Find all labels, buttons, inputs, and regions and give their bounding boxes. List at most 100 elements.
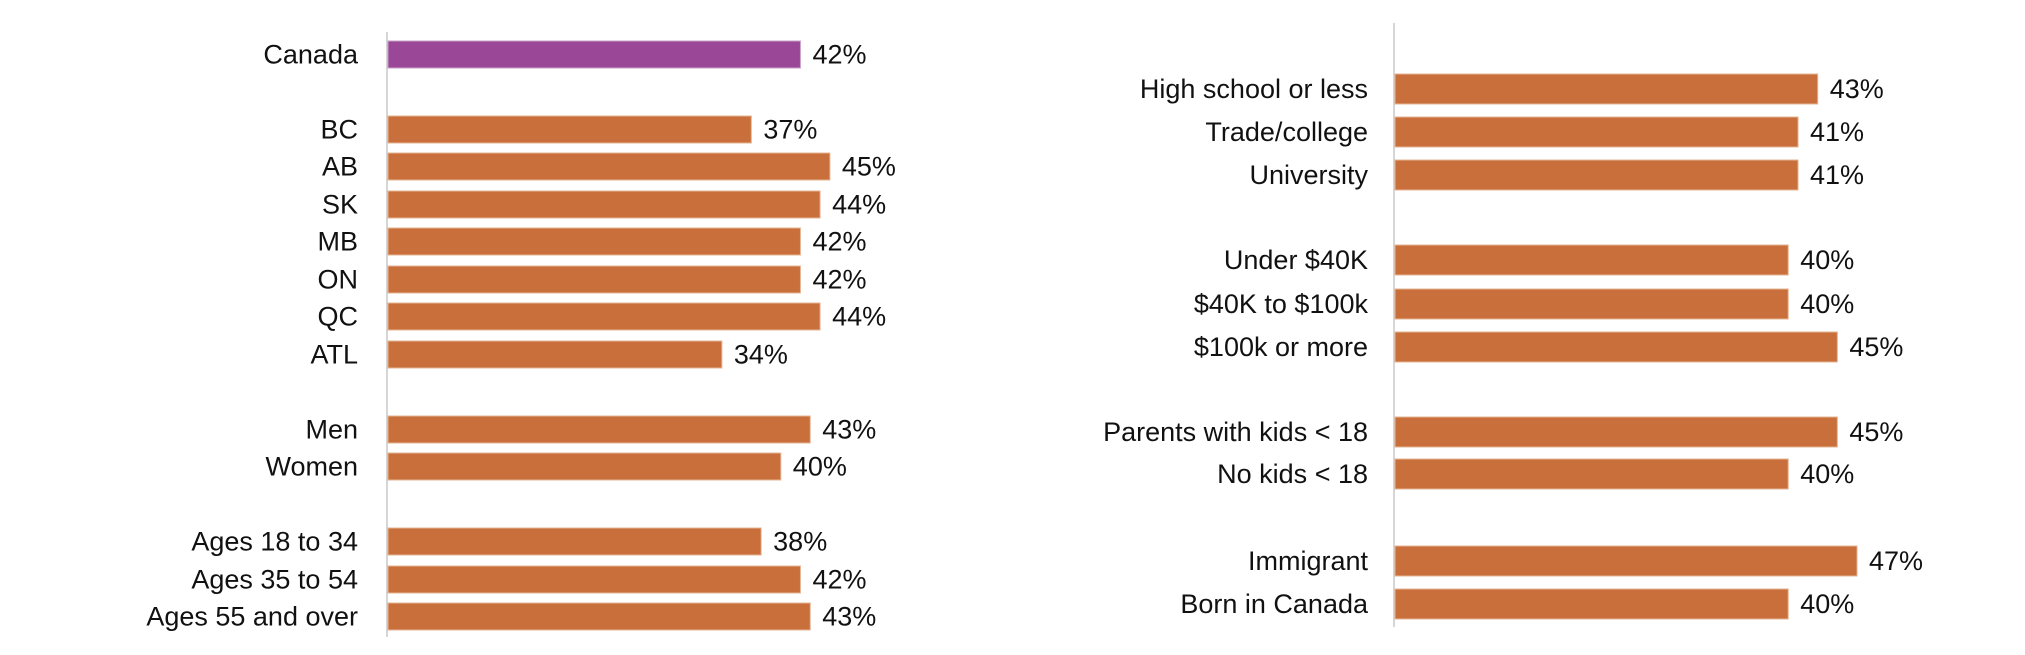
bar-row-ages-55-and-over: Ages 55 and over 43% (146, 602, 876, 632)
bar (387, 190, 821, 219)
bar (1394, 331, 1838, 363)
bar-row-under-40k: Under $40K 40% (1224, 244, 1854, 276)
value-label: 44% (832, 302, 886, 332)
value-label: 47% (1869, 546, 1923, 576)
category-label: Ages 55 and over (146, 602, 358, 632)
bar-highlight (387, 40, 801, 69)
value-label: 41% (1810, 160, 1864, 190)
group-canada: Canada 42% (263, 40, 866, 70)
value-label: 42% (812, 227, 866, 257)
value-label: 45% (1849, 332, 1903, 362)
category-label: Under $40K (1224, 245, 1368, 275)
bar (1394, 159, 1799, 191)
group-education: High school or less 43%Trade/college 41%Un… (1140, 73, 1884, 191)
bar-row-mb: MB 42% (318, 227, 867, 257)
bar (1394, 416, 1838, 448)
bar (387, 115, 752, 144)
category-label: SK (322, 190, 358, 220)
category-label: University (1249, 160, 1368, 190)
bar-row-ages-35-to-54: Ages 35 to 54 42% (191, 565, 866, 595)
bar-row-immigrant: Immigrant 47% (1248, 545, 1923, 577)
value-label: 40% (1800, 459, 1854, 489)
bar (1394, 73, 1819, 105)
category-label: High school or less (1140, 74, 1368, 104)
category-label: Canada (263, 40, 359, 70)
category-label: MB (318, 227, 359, 257)
bar-row-sk: SK 44% (322, 190, 886, 220)
category-label: Men (305, 415, 358, 445)
bar-row-women: Women 40% (265, 452, 846, 482)
bar (387, 452, 782, 481)
bar (387, 227, 801, 256)
category-label: ATL (310, 340, 358, 370)
bar-row-canada: Canada 42% (263, 40, 866, 70)
value-label: 42% (812, 265, 866, 295)
bar-row-ages-18-to-34: Ages 18 to 34 38% (191, 527, 827, 557)
category-label: ON (318, 265, 359, 295)
bar (1394, 244, 1789, 276)
category-label: Born in Canada (1180, 589, 1369, 619)
value-label: 43% (822, 602, 876, 632)
bar (387, 415, 811, 444)
value-label: 41% (1810, 117, 1864, 147)
value-label: 40% (1800, 245, 1854, 275)
bar (1394, 458, 1789, 490)
value-label: 37% (763, 115, 817, 145)
category-label: AB (322, 152, 358, 182)
value-label: 38% (773, 527, 827, 557)
bar (387, 152, 831, 181)
bar-row-no-kids-18: No kids < 18 40% (1217, 458, 1854, 490)
bar (387, 302, 821, 331)
value-label: 40% (1800, 589, 1854, 619)
group-income: Under $40K 40% $40K to $100k 40% $100k or mo… (1194, 244, 1903, 363)
category-label: Immigrant (1248, 546, 1369, 576)
category-label: $40K to $100k (1194, 289, 1369, 319)
group-region: BC 37% AB 45% SK 44% MB 42% ON 42% QC 44% ATL 34% (310, 115, 895, 370)
category-label: Trade/college (1205, 117, 1368, 147)
value-label: 44% (832, 190, 886, 220)
bar-row-qc: QC 44% (318, 302, 887, 332)
bar-row-men: Men 43% (305, 415, 876, 445)
category-label: No kids < 18 (1217, 459, 1368, 489)
value-label: 40% (1800, 289, 1854, 319)
bar (1394, 588, 1789, 620)
category-label: Women (265, 452, 358, 482)
bar-row-trade-college: Trade/college 41% (1205, 116, 1864, 148)
bar-row-atl: ATL 34% (310, 340, 787, 370)
category-label: $100k or more (1194, 332, 1368, 362)
value-label: 40% (793, 452, 847, 482)
value-label: 45% (1849, 417, 1903, 447)
value-label: 34% (734, 340, 788, 370)
bar (387, 340, 723, 369)
bar-row-university: University 41% (1249, 159, 1864, 191)
bar-row-40k-to-100k: $40K to $100k 40% (1194, 288, 1854, 320)
bar-row-ab: AB 45% (322, 152, 896, 182)
value-label: 42% (812, 40, 866, 70)
left-panel: Canada 42% BC 37% AB 45% SK 44% MB 42% ON 42% QC 44% A… (146, 32, 896, 637)
bar (1394, 116, 1799, 148)
group-gender: Men 43% Women 40% (265, 415, 876, 482)
group-age: Ages 18 to 34 38% Ages 35 to 54 42% Ages 55 … (146, 527, 876, 632)
bar-row-born-in-canada: Born in Canada 40% (1180, 588, 1854, 620)
bar-row-on: ON 42% (318, 265, 867, 295)
bar (387, 565, 801, 594)
value-label: 45% (842, 152, 896, 182)
value-label: 43% (822, 415, 876, 445)
bar (387, 602, 811, 631)
bar-row-bc: BC 37% (320, 115, 817, 145)
bar (387, 265, 801, 294)
right-panel: High school or less 43%Trade/college 41%Un… (1103, 23, 1923, 627)
bar-row-parents-with-kids-18: Parents with kids < 18 45% (1103, 416, 1903, 448)
category-label: Ages 35 to 54 (191, 565, 358, 595)
group-birthplace: Immigrant 47% Born in Canada 40% (1180, 545, 1923, 620)
category-label: Parents with kids < 18 (1103, 417, 1368, 447)
bar (1394, 288, 1789, 320)
category-label: BC (320, 115, 358, 145)
value-label: 43% (1830, 74, 1884, 104)
bar-row-100k-or-more: $100k or more 45% (1194, 331, 1903, 363)
bar (387, 527, 762, 556)
group-parents: Parents with kids < 18 45% No kids < 18 40% (1103, 416, 1903, 490)
value-label: 42% (812, 565, 866, 595)
category-label: Ages 18 to 34 (191, 527, 358, 557)
